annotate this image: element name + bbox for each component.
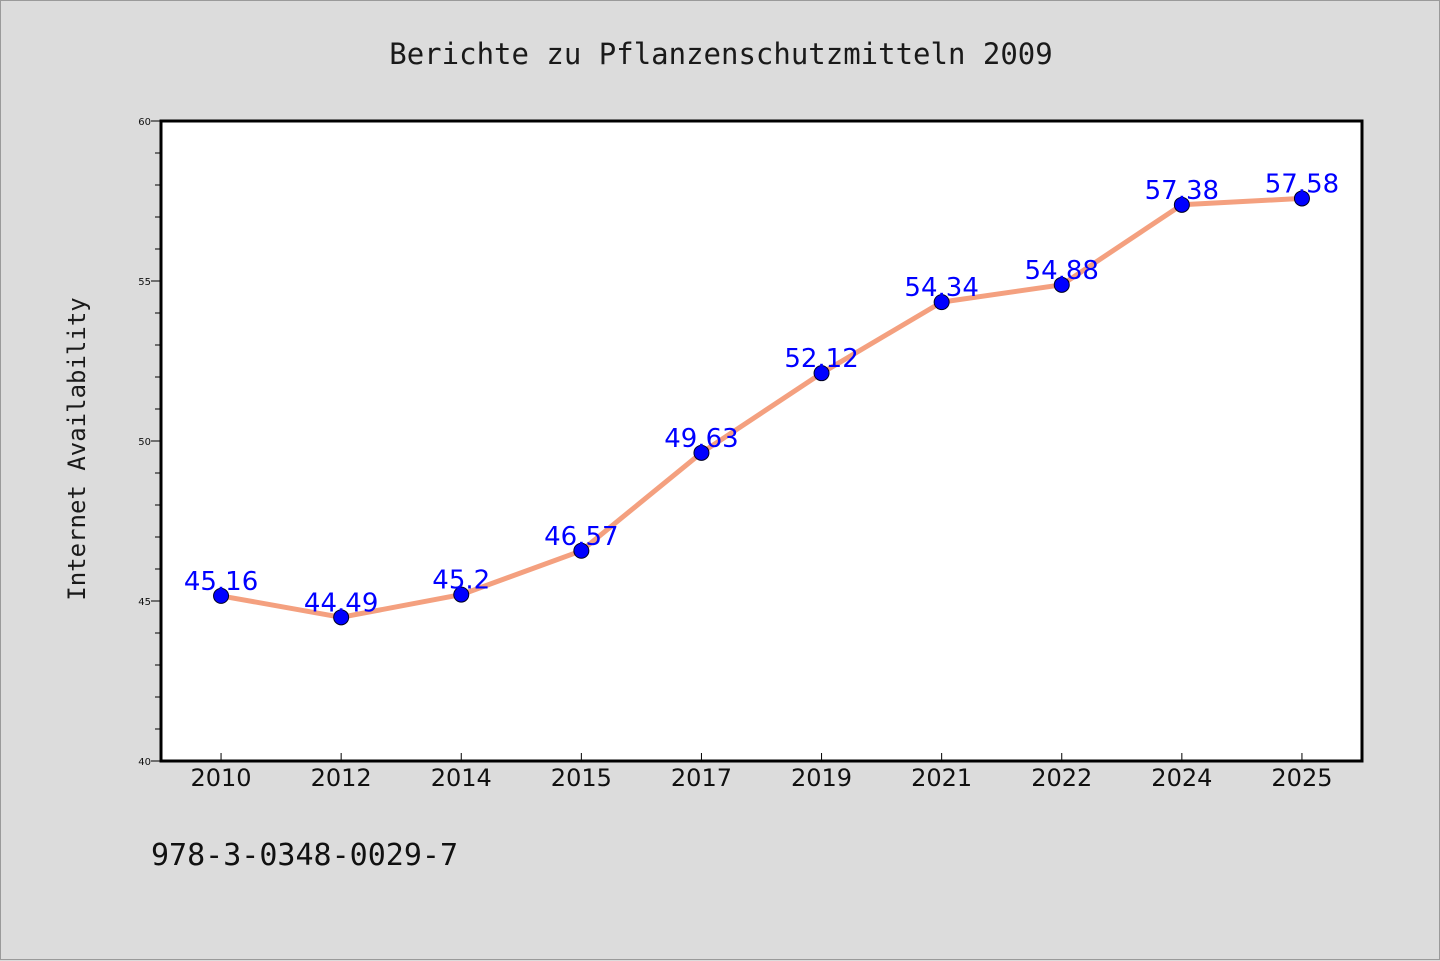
series-group: 45.16 44.49 45.2 46.57 49.63 52.12 54.34 54.88 5… (184, 169, 1339, 626)
data-label: 49.63 (664, 424, 738, 454)
data-label: 44.49 (304, 588, 378, 618)
data-point (213, 587, 230, 604)
x-tick-label: 2015 (551, 764, 612, 792)
data-point (1173, 196, 1190, 213)
data-label: 57.38 (1145, 176, 1219, 206)
data-point (453, 586, 470, 603)
data-point (933, 294, 950, 311)
data-label: 45.16 (184, 567, 258, 597)
chart-title: Berichte zu Pflanzenschutzmitteln 2009 (389, 37, 1052, 71)
y-tick-label: 40 (138, 757, 151, 768)
data-label: 45.2 (432, 566, 490, 596)
data-label: 57.58 (1265, 169, 1339, 199)
x-tick-label: 2022 (1031, 764, 1092, 792)
data-point (333, 609, 350, 626)
data-label: 54.34 (904, 273, 978, 303)
x-tick-label: 2024 (1151, 764, 1212, 792)
y-tick-label: 45 (138, 597, 151, 608)
y-tick-label: 60 (138, 117, 151, 128)
x-tick-label: 2025 (1271, 764, 1332, 792)
x-tick-label: 2019 (791, 764, 852, 792)
data-point (813, 365, 830, 382)
data-point (573, 542, 590, 559)
y-tick-label: 55 (138, 277, 151, 288)
x-tick-label: 2012 (311, 764, 372, 792)
data-point (1053, 276, 1070, 293)
y-axis: 40 45 50 55 60 (138, 117, 161, 768)
plot-area (159, 119, 1364, 763)
y-axis-label: Internet Availability (63, 297, 91, 600)
x-tick-label: 2017 (671, 764, 732, 792)
x-tick-label: 2021 (911, 764, 972, 792)
footer-code: 978-3-0348-0029-7 (151, 838, 458, 873)
data-label: 52.12 (784, 344, 858, 374)
data-point (1293, 190, 1310, 207)
x-axis: 2010 2012 2014 2015 2017 2019 2021 2022 2024 2025 (191, 753, 1332, 792)
y-tick-label: 50 (138, 437, 151, 448)
data-point (693, 444, 710, 461)
x-tick-label: 2010 (191, 764, 252, 792)
series-line (218, 195, 1305, 620)
data-label: 46.57 (544, 522, 618, 552)
x-tick-label: 2014 (431, 764, 492, 792)
data-label: 54.88 (1025, 256, 1099, 286)
